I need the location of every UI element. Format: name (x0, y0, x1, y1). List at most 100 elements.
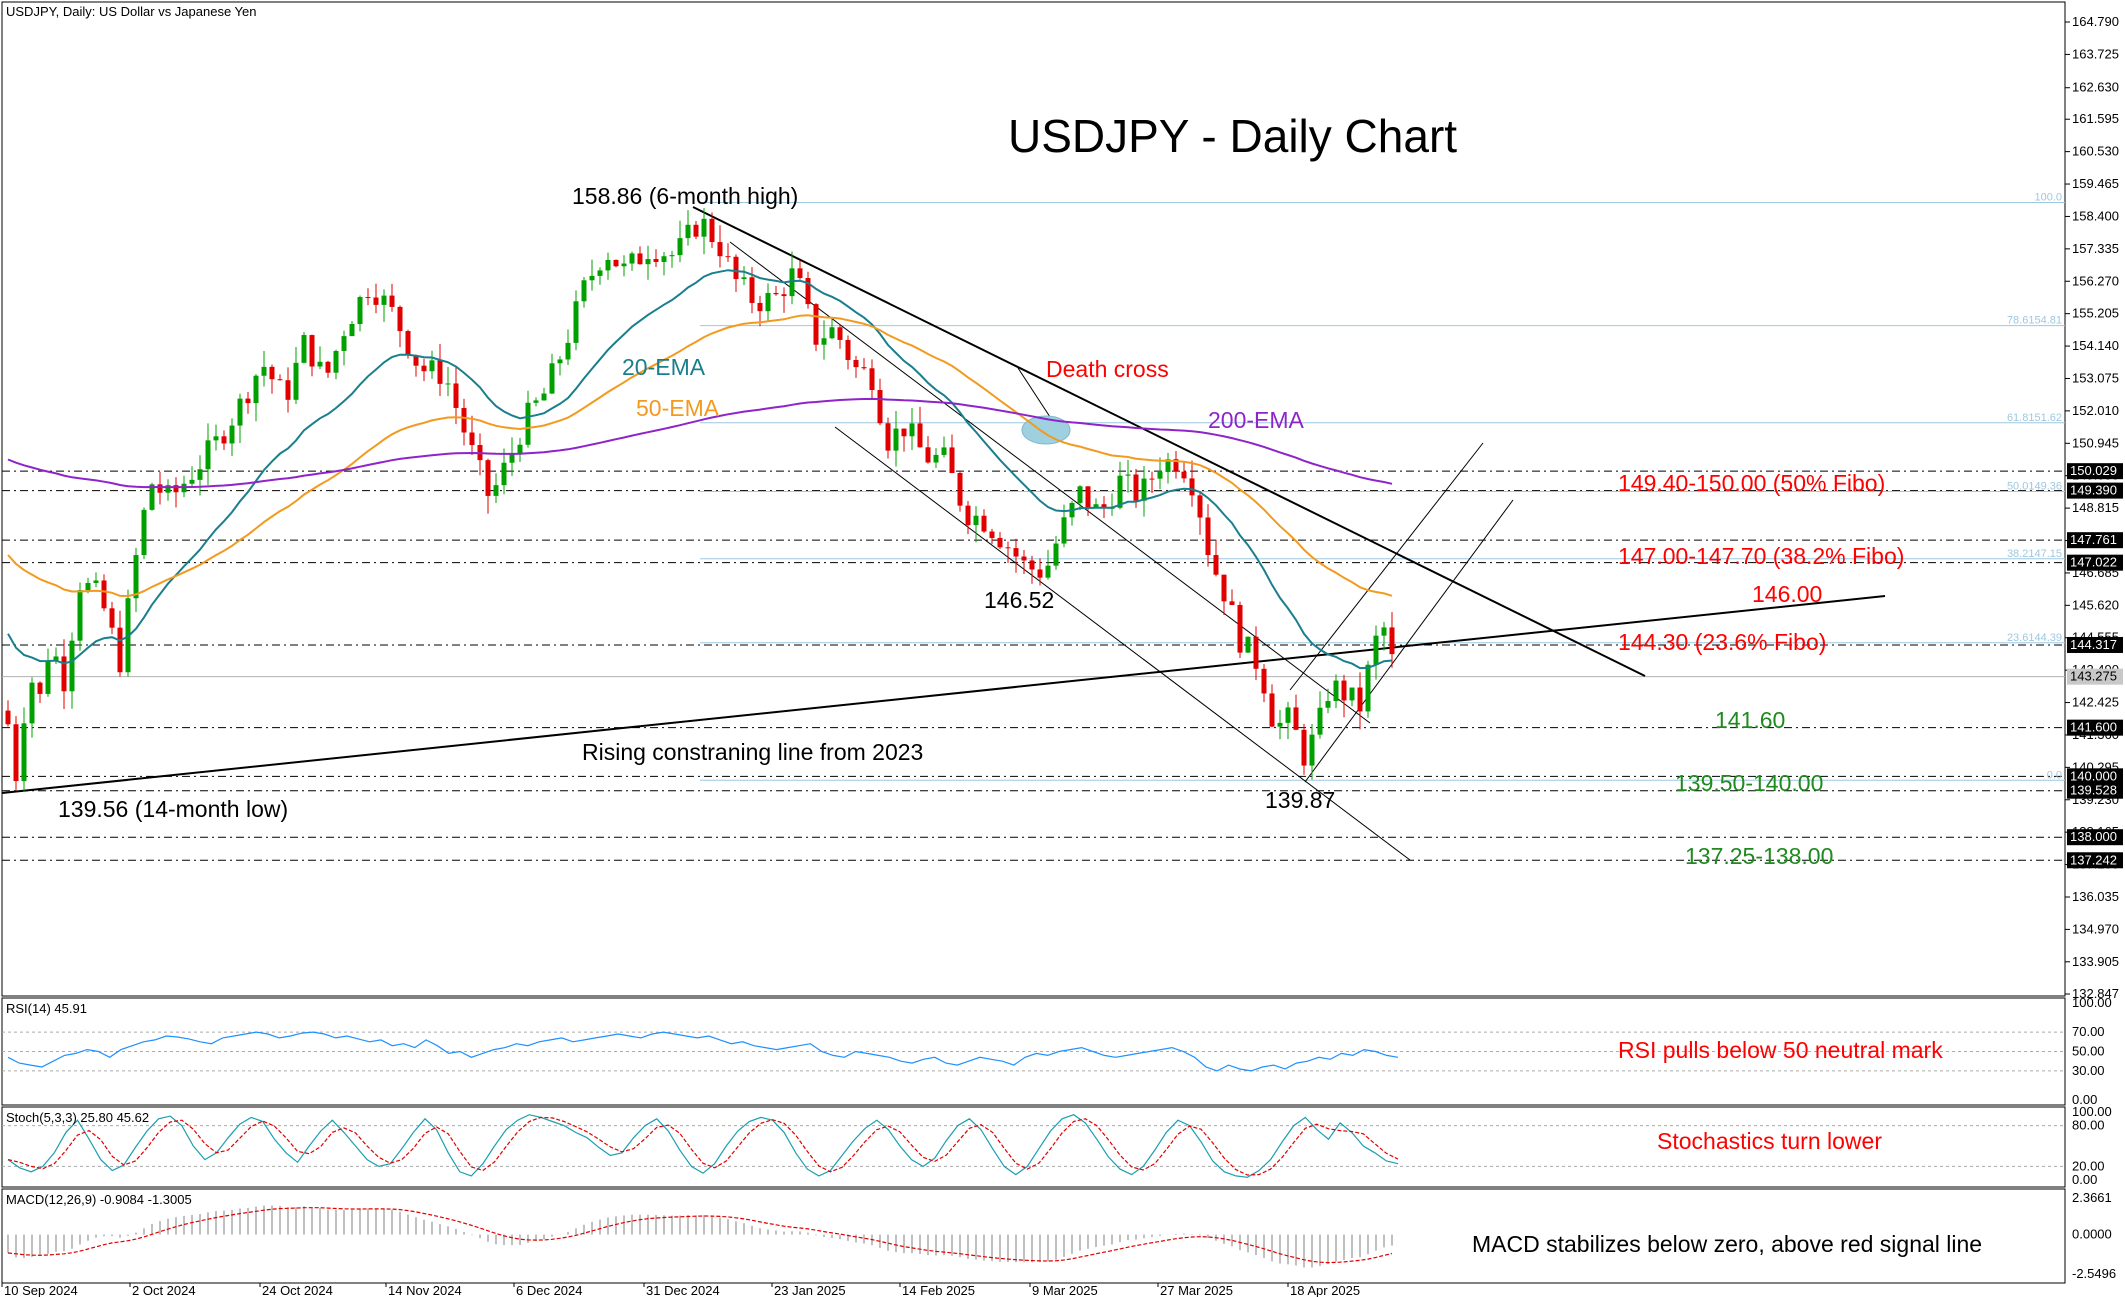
main-panel (1, 1, 2066, 997)
candle-bull (629, 253, 635, 264)
label-146: 146.00 (1752, 581, 1822, 607)
candle-bear (269, 366, 275, 380)
candle-bear (5, 710, 11, 725)
macd-tick-label: -2.5496 (2072, 1266, 2116, 1281)
price-tick-label: 156.270 (2072, 273, 2119, 288)
rsi-tick-label: 0.00 (2072, 1092, 2097, 1107)
candle-bull (69, 640, 75, 692)
candle-bear (1149, 478, 1155, 480)
candle-bull (85, 582, 91, 591)
stoch-tick-label: 80.00 (2072, 1118, 2105, 1133)
candle-bull (685, 224, 691, 239)
candle-bear (1197, 495, 1203, 518)
candle-bear (1181, 471, 1187, 479)
chart-title: USDJPY - Daily Chart (1008, 110, 1457, 162)
fibo-label: 38.2147.15 (2007, 548, 2062, 560)
macd-tick-label: 0.0000 (2072, 1227, 2112, 1242)
macd-tick-label: 2.3661 (2072, 1190, 2112, 1205)
label-13725: 137.25-138.00 (1685, 843, 1833, 869)
date-tick-label: 23 Jan 2025 (774, 1283, 846, 1297)
candle-bear (413, 355, 419, 366)
candle-bull (789, 268, 795, 297)
price-tick-label: 153.075 (2072, 370, 2119, 385)
candle-bear (221, 436, 227, 444)
label-death-cross: Death cross (1046, 356, 1169, 382)
level-price-label: 140.000 (2070, 768, 2117, 783)
candle-bear (1269, 693, 1275, 727)
candle-bear (725, 256, 731, 258)
candle-bull (605, 259, 611, 271)
candle-bear (981, 515, 987, 532)
fibonacci-layer: 100.0 78.6154.81 61.8151.62 50.0149.36 38.21… (700, 191, 2065, 781)
candle-bull (45, 660, 51, 694)
price-tick-label: 132.847 (2072, 986, 2119, 1001)
channel-lower-line (834, 426, 1411, 861)
date-axis: 10 Sep 2024 2 Oct 2024 24 Oct 2024 14 Nov 2… (1, 1283, 1360, 1297)
candle-bull (1317, 707, 1323, 735)
stoch-tick-label: 100.00 (2072, 1104, 2112, 1119)
level-price-label: 144.317 (2070, 637, 2117, 652)
ema-layer (7, 269, 1393, 670)
candle-bear (709, 218, 715, 243)
candle-bear (1237, 604, 1243, 653)
ema20-line (7, 269, 1393, 670)
candle-bear (461, 407, 467, 433)
level-price-box (2067, 782, 2123, 799)
candle-bear (1253, 636, 1259, 669)
candle-bull (133, 555, 139, 599)
candle-bull (349, 324, 355, 337)
candle-bull (53, 656, 59, 661)
rsi-tick-label: 70.00 (2072, 1024, 2105, 1039)
price-tick-label: 152.010 (2072, 403, 2119, 418)
candle-bear (469, 432, 475, 446)
candle-bull (1141, 478, 1147, 501)
candle-bull (189, 479, 195, 484)
level-price-label: 139.528 (2070, 783, 2117, 798)
current-price-label: 143.275 (2070, 669, 2117, 684)
price-tick-label: 164.790 (2072, 14, 2119, 29)
candle-bull (597, 270, 603, 276)
candle-bear (365, 297, 371, 299)
fibo-label: 78.6154.81 (2007, 315, 2062, 327)
date-tick-label: 9 Mar 2025 (1032, 1283, 1098, 1297)
candle-bear (1173, 459, 1179, 472)
ema50-line (7, 314, 1393, 598)
candle-bear (405, 331, 411, 356)
candle-bull (525, 402, 531, 445)
candle-bear (845, 339, 851, 360)
stoch-panel (1, 1106, 2066, 1188)
candle-bull (1333, 680, 1339, 702)
candle-bull (589, 275, 595, 281)
candle-bull (1165, 459, 1171, 472)
candle-bull (229, 425, 235, 444)
candle-bull (829, 327, 835, 339)
candle-bull (549, 363, 555, 394)
stoch-tick-label: 20.00 (2072, 1158, 2105, 1173)
ema200-line (7, 397, 1393, 489)
candle-bull (1045, 565, 1051, 578)
date-tick-label: 10 Sep 2024 (4, 1283, 78, 1297)
candle-bull (557, 359, 563, 364)
candle-bull (941, 447, 947, 455)
candle-bull (661, 256, 667, 262)
candle-bull (541, 393, 547, 401)
candle-bear (1013, 548, 1019, 557)
candle-bull (293, 362, 299, 400)
candle-bull (77, 590, 83, 641)
candle-bear (1261, 668, 1267, 694)
candle-bull (205, 440, 211, 470)
symbol-label: USDJPY, Daily: US Dollar vs Japanese Yen (6, 4, 257, 19)
candle-bear (325, 361, 331, 373)
candle-bear (997, 537, 1003, 548)
candle-bull (621, 263, 627, 267)
candle-bear (773, 293, 779, 295)
candle-bear (1189, 478, 1195, 496)
candle-bear (373, 297, 379, 305)
candle-bull (429, 360, 435, 372)
label-14652: 146.52 (984, 587, 1054, 613)
fibo-label: 23.6144.39 (2007, 632, 2062, 644)
candle-bull (677, 238, 683, 256)
stoch-signal-line (7, 1116, 1399, 1176)
label-fib382: 147.00-147.70 (38.2% Fibo) (1618, 543, 1904, 569)
candle-bear (1357, 687, 1363, 712)
